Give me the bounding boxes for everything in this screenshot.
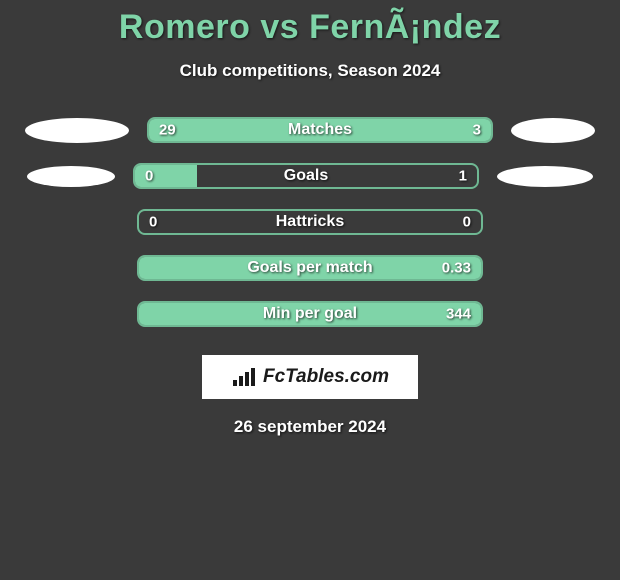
stat-row: 29 Matches 3	[0, 117, 620, 143]
player-ellipse-left	[27, 166, 115, 187]
bar-fill-left	[149, 119, 409, 141]
stat-row: 0 Hattricks 0	[0, 209, 620, 235]
stat-value-right: 1	[459, 168, 467, 185]
stat-value-right: 0	[463, 214, 471, 231]
stat-bar: Goals per match 0.33	[137, 255, 483, 281]
page-title: Romero vs FernÃ¡ndez	[0, 8, 620, 47]
comparison-infographic: Romero vs FernÃ¡ndez Club competitions, …	[0, 0, 620, 437]
stat-value-left: 0	[149, 214, 157, 231]
stat-label: Hattricks	[139, 213, 481, 231]
source-logo-text: FcTables.com	[263, 366, 389, 388]
player-ellipse-right	[497, 166, 593, 187]
bar-fill-left	[139, 257, 481, 279]
player-ellipse-left	[25, 118, 129, 143]
stat-row: Min per goal 344	[0, 301, 620, 327]
subtitle: Club competitions, Season 2024	[0, 61, 620, 81]
source-logo-box: FcTables.com	[202, 355, 418, 399]
date-line: 26 september 2024	[0, 417, 620, 437]
stat-bar: 0 Hattricks 0	[137, 209, 483, 235]
source-logo: FcTables.com	[231, 366, 389, 388]
bar-fill-left	[139, 303, 481, 325]
bar-fill-right	[409, 119, 491, 141]
stat-row: Goals per match 0.33	[0, 255, 620, 281]
stat-bar: 0 Goals 1	[133, 163, 479, 189]
stat-bar: 29 Matches 3	[147, 117, 493, 143]
bar-fill-left	[135, 165, 197, 187]
player-ellipse-right	[511, 118, 595, 143]
bars-icon	[231, 366, 257, 388]
stat-bar: Min per goal 344	[137, 301, 483, 327]
stat-row: 0 Goals 1	[0, 163, 620, 189]
